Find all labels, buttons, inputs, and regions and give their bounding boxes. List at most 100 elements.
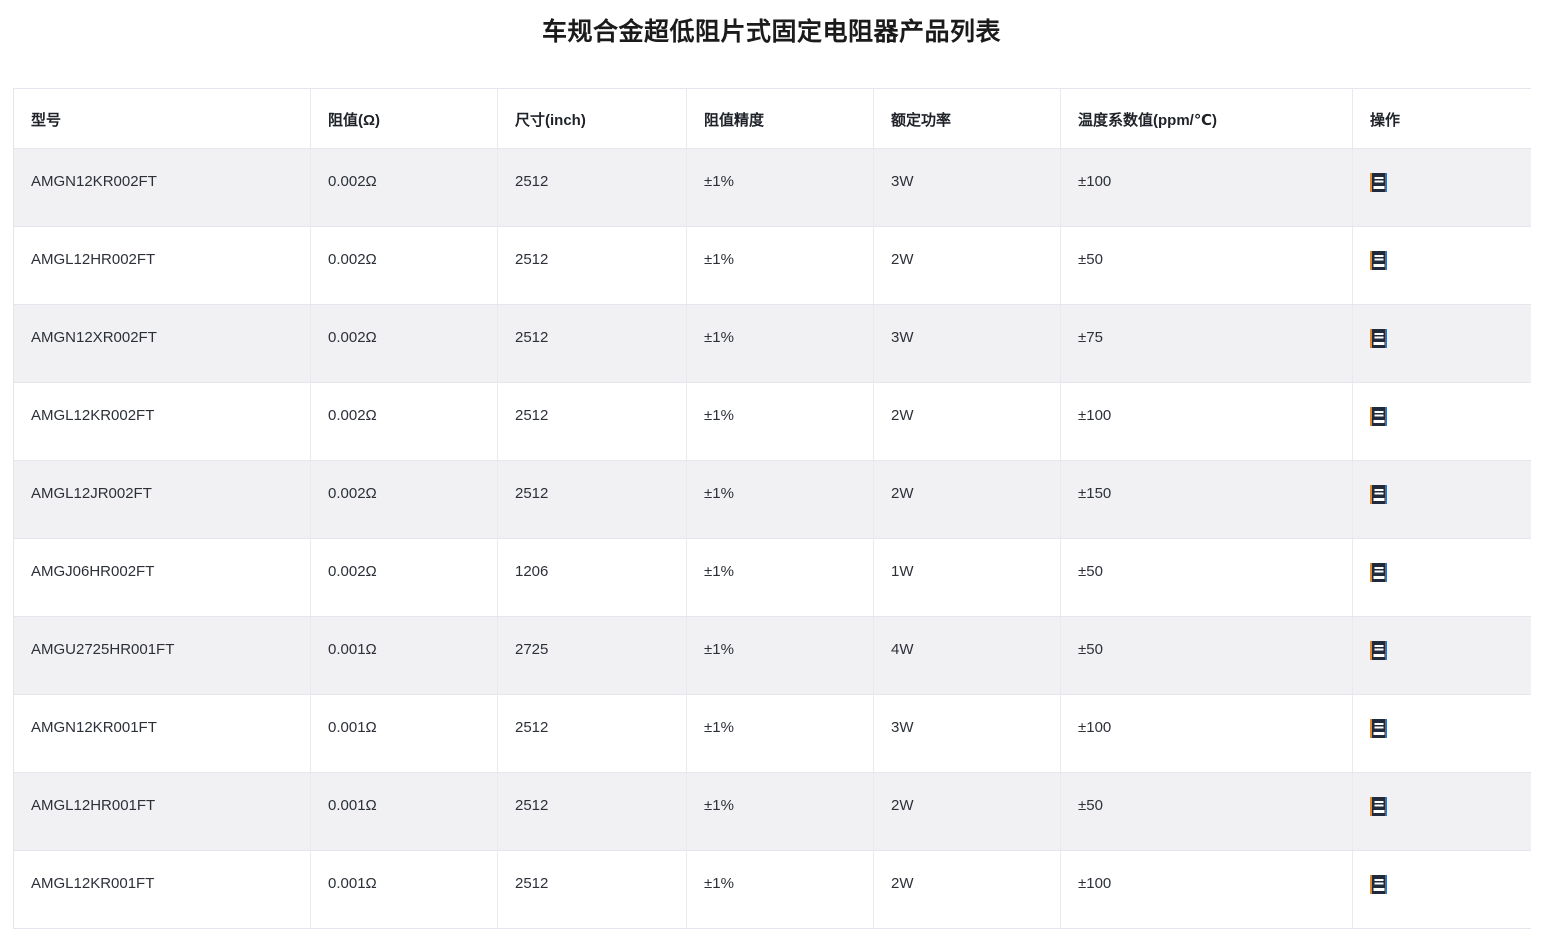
cell-tcr: ±100 [1060,148,1353,227]
cell-action[interactable] [1352,304,1531,383]
cell-model: AMGU2725HR001FT [13,616,311,695]
cell-tolerance: ±1% [686,772,874,851]
cell-power: 2W [873,226,1061,305]
cell-tcr: ±50 [1060,226,1353,305]
cell-tcr: ±100 [1060,694,1353,773]
cell-size: 2725 [497,616,687,695]
table-row: AMGL12HR001FT 0.001Ω 2512 ±1% 2W ±50 [13,772,1531,851]
table-row: AMGL12KR001FT 0.001Ω 2512 ±1% 2W ±100 [13,850,1531,929]
cell-model: AMGL12HR001FT [13,772,311,851]
cell-model: AMGN12KR001FT [13,694,311,773]
cell-model: AMGL12JR002FT [13,460,311,539]
book-icon[interactable] [1370,406,1387,426]
cell-resistance: 0.001Ω [310,772,498,851]
column-header-power: 额定功率 [873,88,1061,149]
cell-tcr: ±50 [1060,616,1353,695]
cell-tolerance: ±1% [686,616,874,695]
cell-action[interactable] [1352,226,1531,305]
book-icon[interactable] [1370,562,1387,582]
cell-model: AMGL12KR001FT [13,850,311,929]
cell-tolerance: ±1% [686,226,874,305]
cell-size: 2512 [497,304,687,383]
cell-resistance: 0.002Ω [310,460,498,539]
table-row: AMGN12KR002FT 0.002Ω 2512 ±1% 3W ±100 [13,148,1531,227]
cell-tcr: ±100 [1060,382,1353,461]
cell-model: AMGN12KR002FT [13,148,311,227]
column-header-tolerance: 阻值精度 [686,88,874,149]
cell-size: 2512 [497,694,687,773]
book-icon[interactable] [1370,718,1387,738]
cell-tcr: ±50 [1060,538,1353,617]
column-header-action: 操作 [1352,88,1531,149]
cell-resistance: 0.002Ω [310,226,498,305]
cell-power: 3W [873,694,1061,773]
cell-tolerance: ±1% [686,460,874,539]
cell-action[interactable] [1352,694,1531,773]
cell-resistance: 0.002Ω [310,382,498,461]
cell-model: AMGL12KR002FT [13,382,311,461]
cell-power: 2W [873,382,1061,461]
cell-action[interactable] [1352,148,1531,227]
book-icon[interactable] [1370,328,1387,348]
cell-model: AMGL12HR002FT [13,226,311,305]
cell-size: 2512 [497,148,687,227]
page-title: 车规合金超低阻片式固定电阻器产品列表 [541,18,1001,46]
cell-power: 2W [873,460,1061,539]
table-row: AMGL12HR002FT 0.002Ω 2512 ±1% 2W ±50 [13,226,1531,305]
book-icon[interactable] [1370,250,1387,270]
table-header-row: 型号 阻值(Ω) 尺寸(inch) 阻值精度 额定功率 温度系数值(ppm/℃)… [13,88,1531,149]
cell-size: 2512 [497,850,687,929]
cell-resistance: 0.001Ω [310,850,498,929]
cell-size: 2512 [497,226,687,305]
cell-tcr: ±75 [1060,304,1353,383]
book-icon[interactable] [1370,640,1387,660]
product-table: 型号 阻值(Ω) 尺寸(inch) 阻值精度 额定功率 温度系数值(ppm/℃)… [13,88,1531,929]
cell-power: 2W [873,772,1061,851]
cell-action[interactable] [1352,382,1531,461]
cell-tcr: ±50 [1060,772,1353,851]
cell-tolerance: ±1% [686,538,874,617]
cell-action[interactable] [1352,772,1531,851]
cell-tolerance: ±1% [686,850,874,929]
cell-power: 2W [873,850,1061,929]
cell-action[interactable] [1352,850,1531,929]
column-header-model: 型号 [13,88,311,149]
table-row: AMGU2725HR001FT 0.001Ω 2725 ±1% 4W ±50 [13,616,1531,695]
cell-power: 3W [873,304,1061,383]
table-row: AMGL12JR002FT 0.002Ω 2512 ±1% 2W ±150 [13,460,1531,539]
column-header-resistance: 阻值(Ω) [310,88,498,149]
table-row: AMGL12KR002FT 0.002Ω 2512 ±1% 2W ±100 [13,382,1531,461]
cell-size: 2512 [497,460,687,539]
table-body: AMGN12KR002FT 0.002Ω 2512 ±1% 3W ±100 AMGL12HR… [13,148,1531,929]
cell-size: 2512 [497,772,687,851]
book-icon[interactable] [1370,172,1387,192]
cell-size: 1206 [497,538,687,617]
product-table-container: 型号 阻值(Ω) 尺寸(inch) 阻值精度 额定功率 温度系数值(ppm/℃)… [13,88,1531,936]
cell-resistance: 0.001Ω [310,694,498,773]
book-icon[interactable] [1370,796,1387,816]
table-row: AMGJ06HR002FT 0.002Ω 1206 ±1% 1W ±50 [13,538,1531,617]
cell-action[interactable] [1352,538,1531,617]
cell-tolerance: ±1% [686,148,874,227]
cell-size: 2512 [497,382,687,461]
cell-power: 3W [873,148,1061,227]
cell-resistance: 0.002Ω [310,304,498,383]
cell-tcr: ±100 [1060,850,1353,929]
cell-tolerance: ±1% [686,304,874,383]
book-icon[interactable] [1370,484,1387,504]
cell-power: 4W [873,616,1061,695]
table-row: AMGN12XR002FT 0.002Ω 2512 ±1% 3W ±75 [13,304,1531,383]
column-header-tcr: 温度系数值(ppm/℃) [1060,88,1353,149]
book-icon[interactable] [1370,874,1387,894]
cell-tcr: ±150 [1060,460,1353,539]
cell-model: AMGJ06HR002FT [13,538,311,617]
column-header-size: 尺寸(inch) [497,88,687,149]
cell-tolerance: ±1% [686,694,874,773]
table-row: AMGN12KR001FT 0.001Ω 2512 ±1% 3W ±100 [13,694,1531,773]
cell-action[interactable] [1352,460,1531,539]
cell-resistance: 0.002Ω [310,538,498,617]
cell-power: 1W [873,538,1061,617]
cell-tolerance: ±1% [686,382,874,461]
cell-action[interactable] [1352,616,1531,695]
